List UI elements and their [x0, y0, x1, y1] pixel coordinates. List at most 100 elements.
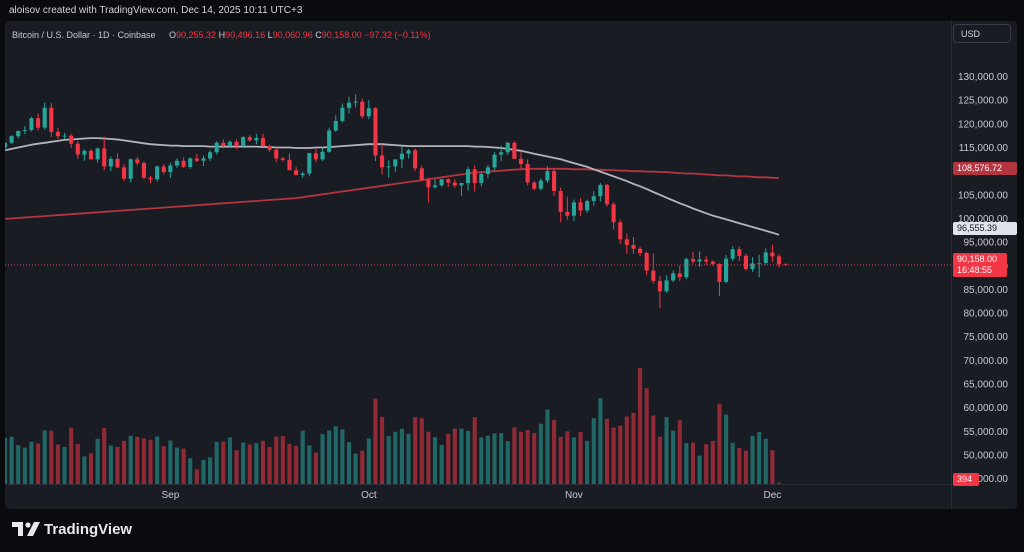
candle-body: [29, 118, 34, 131]
volume-bar: [664, 417, 669, 484]
candle-body: [479, 174, 484, 183]
volume-bar: [135, 436, 140, 484]
candle-body: [313, 153, 318, 160]
chart-panel[interactable]: 130,000.00 125,000.00 120,000.00 115,000.00…: [5, 21, 1017, 509]
volume-bar: [657, 436, 662, 484]
ohlc-l-label: L: [267, 30, 273, 40]
candle-body: [333, 121, 338, 131]
candle: [466, 166, 471, 191]
volume-bar: [393, 431, 398, 484]
volume-bar: [690, 442, 696, 484]
price-tick-label: 45,000.00: [964, 474, 1009, 485]
candle-body: [763, 252, 768, 263]
currency-button[interactable]: USD: [953, 24, 1011, 43]
volume-bar: [618, 425, 623, 484]
volume-bar: [141, 438, 146, 484]
price-tick-label: 105,000.00: [958, 190, 1008, 201]
candle-body: [545, 171, 550, 181]
candle: [155, 165, 160, 182]
candle: [373, 107, 378, 162]
candle: [717, 263, 722, 297]
candle-body: [161, 166, 166, 173]
candle-body: [5, 142, 8, 148]
price-axis[interactable]: 130,000.00 125,000.00 120,000.00 115,000.00…: [958, 72, 1008, 485]
candle-body: [135, 159, 140, 164]
candle-body: [737, 249, 742, 256]
candle-body: [181, 160, 186, 167]
volume-bar: [638, 368, 643, 484]
candle: [505, 141, 510, 156]
candle-body: [565, 211, 570, 216]
candle: [644, 251, 649, 276]
sma-50-path: [5, 137, 780, 236]
candle-body: [247, 137, 252, 141]
volume-bar: [525, 430, 530, 484]
tradingview-logo[interactable]: TradingView: [12, 519, 132, 539]
time-axis[interactable]: Sep Oct Nov Dec: [161, 490, 781, 501]
volume-bar: [770, 450, 775, 484]
volume-bar: [307, 445, 312, 484]
volume-bar: [538, 423, 543, 484]
candle-body: [320, 151, 325, 160]
candle-body: [757, 262, 762, 264]
candle: [565, 196, 570, 220]
volume-bar: [287, 443, 292, 484]
volume-bar: [552, 419, 557, 484]
volume-bar: [373, 398, 378, 484]
candle: [208, 150, 213, 161]
candle: [340, 103, 345, 123]
volume-bar: [208, 457, 213, 484]
price-chart[interactable]: 130,000.00 125,000.00 120,000.00 115,000.00…: [5, 21, 1017, 509]
candle: [512, 140, 517, 159]
candle-body: [201, 158, 206, 161]
price-tick-label: 120,000.00: [958, 119, 1008, 130]
volume-bar: [724, 414, 729, 484]
volume-bar: [340, 429, 345, 484]
candle: [624, 233, 629, 254]
volume-bar: [763, 438, 768, 484]
candle-body: [426, 180, 431, 188]
volume-bar: [776, 482, 782, 484]
candle: [254, 133, 259, 145]
volume-bar: [717, 403, 722, 484]
volume-bar: [353, 453, 358, 484]
candle: [611, 201, 616, 230]
candle-body: [122, 167, 127, 179]
volume-bar: [591, 418, 596, 484]
time-tick-label: Dec: [763, 490, 781, 501]
candle-body: [360, 101, 365, 117]
price-tick-label: 50,000.00: [964, 450, 1009, 461]
ohlc-h-value: 90,496.16: [225, 30, 266, 40]
candle: [181, 157, 186, 168]
volume-bar: [5, 437, 8, 484]
ohlc-h-label: H: [218, 30, 226, 40]
volume-bar: [413, 417, 418, 484]
candle: [499, 146, 504, 162]
candle-body: [274, 149, 279, 159]
candle-body: [684, 259, 689, 278]
volume-bar: [545, 409, 550, 484]
candle: [677, 265, 682, 281]
candle-body: [750, 263, 755, 270]
candle: [406, 148, 411, 159]
candle: [452, 179, 457, 188]
price-tick-label: 60,000.00: [964, 403, 1009, 414]
candle-body: [353, 101, 358, 103]
price-tick-label: 65,000.00: [964, 380, 1009, 391]
volume-bar: [743, 450, 748, 484]
volume-bar: [598, 398, 603, 484]
candle: [532, 181, 537, 191]
candle: [16, 130, 21, 139]
candle-body: [241, 137, 246, 147]
price-badge: 90,158.00 16:48:55: [953, 253, 1007, 277]
volume-bar: [704, 444, 709, 484]
candle-body: [36, 118, 41, 128]
candle-body: [406, 150, 411, 154]
candle: [525, 159, 530, 186]
volume-bar: [737, 447, 742, 484]
candlesticks[interactable]: [5, 94, 788, 309]
candle-body: [618, 222, 623, 240]
candle: [214, 141, 219, 155]
volume-bar: [558, 436, 563, 484]
volume-bar: [446, 433, 451, 484]
